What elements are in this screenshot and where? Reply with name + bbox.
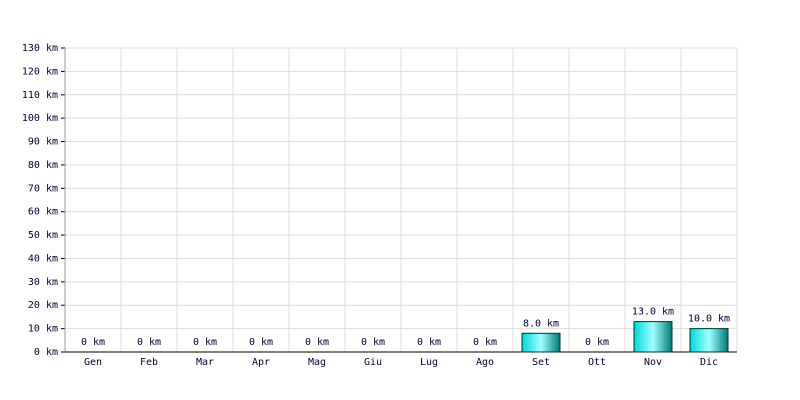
y-tick-label: 80 km (28, 160, 58, 171)
x-tick-label: Gen (84, 357, 102, 368)
y-tick-label: 20 km (28, 300, 58, 311)
value-label: 0 km (193, 337, 217, 348)
x-tick-label: Giu (364, 357, 382, 368)
value-label: 10.0 km (688, 314, 730, 325)
y-tick-label: 40 km (28, 253, 58, 264)
value-label: 0 km (137, 337, 161, 348)
y-tick-label: 100 km (22, 113, 58, 124)
value-label: 0 km (585, 337, 609, 348)
y-tick-label: 50 km (28, 230, 58, 241)
x-tick-label: Ott (588, 357, 606, 368)
y-tick-label: 60 km (28, 207, 58, 218)
value-label: 0 km (81, 337, 105, 348)
x-tick-label: Mag (308, 357, 326, 368)
x-tick-label: Lug (420, 357, 438, 368)
value-label: 0 km (361, 337, 385, 348)
value-label: 0 km (249, 337, 273, 348)
x-tick-label: Nov (644, 357, 662, 368)
y-tick-label: 110 km (22, 90, 58, 101)
bar (689, 328, 729, 353)
y-tick-label: 130 km (22, 43, 58, 54)
value-label: 0 km (417, 337, 441, 348)
x-tick-label: Apr (252, 357, 270, 368)
bar (633, 321, 673, 353)
value-label: 13.0 km (632, 307, 674, 318)
y-tick-label: 120 km (22, 66, 58, 77)
bar (521, 332, 561, 353)
y-tick-label: 90 km (28, 137, 58, 148)
x-tick-label: Feb (140, 357, 158, 368)
x-tick-label: Set (532, 357, 550, 368)
x-tick-label: Dic (700, 357, 718, 368)
value-label: 0 km (473, 337, 497, 348)
value-label: 8.0 km (523, 318, 559, 329)
x-tick-label: Ago (476, 357, 494, 368)
value-label: 0 km (305, 337, 329, 348)
y-tick-label: 0 km (34, 347, 58, 358)
y-tick-label: 30 km (28, 277, 58, 288)
x-tick-label: Mar (196, 357, 214, 368)
y-tick-label: 10 km (28, 324, 58, 335)
y-tick-label: 70 km (28, 183, 58, 194)
